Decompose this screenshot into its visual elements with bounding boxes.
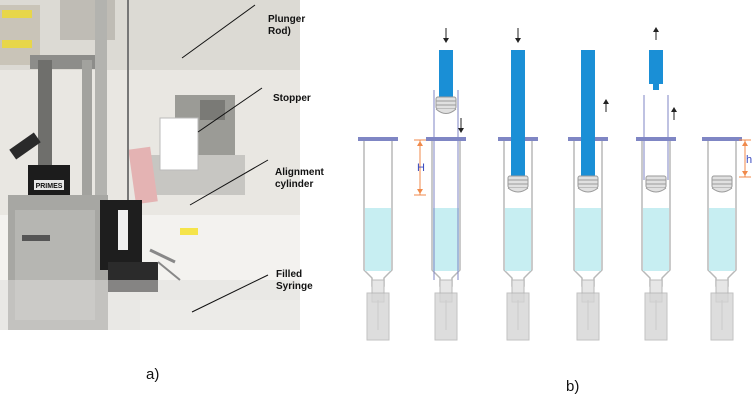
syringe-step-5: [636, 27, 677, 341]
alignment-cylinder-label: Alignment cylinder: [275, 167, 324, 190]
syringe-step-1: [358, 137, 398, 341]
caption-b: b): [566, 378, 580, 395]
filled-syringe-label: Filled Syringe: [276, 269, 313, 292]
caption-a: a): [146, 366, 160, 383]
photo-badge-text: PRIMES: [36, 183, 63, 190]
dimension-H: H: [414, 139, 426, 196]
syringe-step-2: [426, 28, 466, 341]
dimension-h: h: [739, 139, 752, 178]
syringe-step-3: [498, 28, 538, 341]
syringe-process-diagram: H: [358, 27, 752, 341]
setup-photo: PRIMES: [0, 0, 300, 330]
syringe-step-4: [568, 50, 609, 341]
plunger-rod-label: Plunger Rod): [268, 14, 306, 37]
syringe-step-6: [702, 137, 742, 341]
dimension-h-text: h: [746, 154, 752, 166]
dimension-H-text: H: [417, 162, 425, 174]
stopper-label: Stopper: [273, 93, 311, 104]
